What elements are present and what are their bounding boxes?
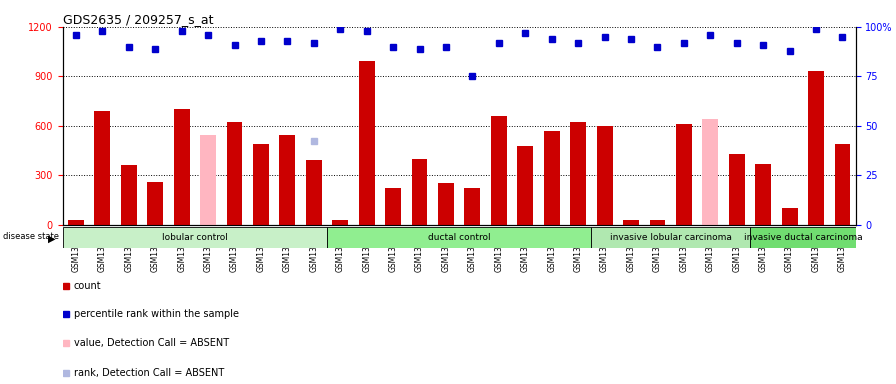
- Bar: [200, 220, 216, 225]
- Bar: [147, 182, 163, 225]
- Text: GDS2635 / 209257_s_at: GDS2635 / 209257_s_at: [63, 13, 213, 26]
- Bar: [834, 144, 850, 225]
- Text: value, Detection Call = ABSENT: value, Detection Call = ABSENT: [74, 338, 229, 348]
- Bar: [728, 154, 745, 225]
- Bar: [306, 161, 322, 225]
- Bar: [438, 184, 454, 225]
- Text: lobular control: lobular control: [162, 233, 228, 242]
- Bar: [94, 111, 110, 225]
- Bar: [332, 220, 349, 225]
- Text: disease state: disease state: [4, 232, 59, 240]
- Text: rank, Detection Call = ABSENT: rank, Detection Call = ABSENT: [74, 368, 224, 378]
- Bar: [280, 135, 296, 225]
- Bar: [808, 71, 824, 225]
- Text: count: count: [74, 281, 101, 291]
- Bar: [544, 131, 560, 225]
- Bar: [676, 124, 692, 225]
- Bar: [68, 220, 84, 225]
- Text: ▶: ▶: [47, 234, 56, 244]
- Bar: [781, 208, 797, 225]
- Bar: [755, 164, 771, 225]
- Bar: [570, 122, 586, 225]
- Bar: [491, 116, 507, 225]
- Bar: [702, 119, 719, 225]
- Bar: [63, 227, 327, 248]
- Bar: [750, 227, 856, 248]
- Bar: [121, 166, 137, 225]
- Text: percentile rank within the sample: percentile rank within the sample: [74, 310, 239, 319]
- Bar: [464, 189, 480, 225]
- Bar: [253, 144, 269, 225]
- Bar: [327, 227, 591, 248]
- Text: invasive lobular carcinoma: invasive lobular carcinoma: [609, 233, 732, 242]
- Bar: [227, 122, 243, 225]
- Bar: [702, 133, 719, 225]
- Bar: [517, 146, 533, 225]
- Bar: [411, 159, 427, 225]
- Bar: [385, 189, 401, 225]
- Text: ductal control: ductal control: [428, 233, 490, 242]
- Bar: [591, 227, 750, 248]
- Bar: [597, 126, 613, 225]
- Bar: [174, 109, 190, 225]
- Text: invasive ductal carcinoma: invasive ductal carcinoma: [744, 233, 862, 242]
- Bar: [623, 220, 639, 225]
- Bar: [650, 220, 666, 225]
- Bar: [358, 61, 375, 225]
- Bar: [200, 135, 216, 225]
